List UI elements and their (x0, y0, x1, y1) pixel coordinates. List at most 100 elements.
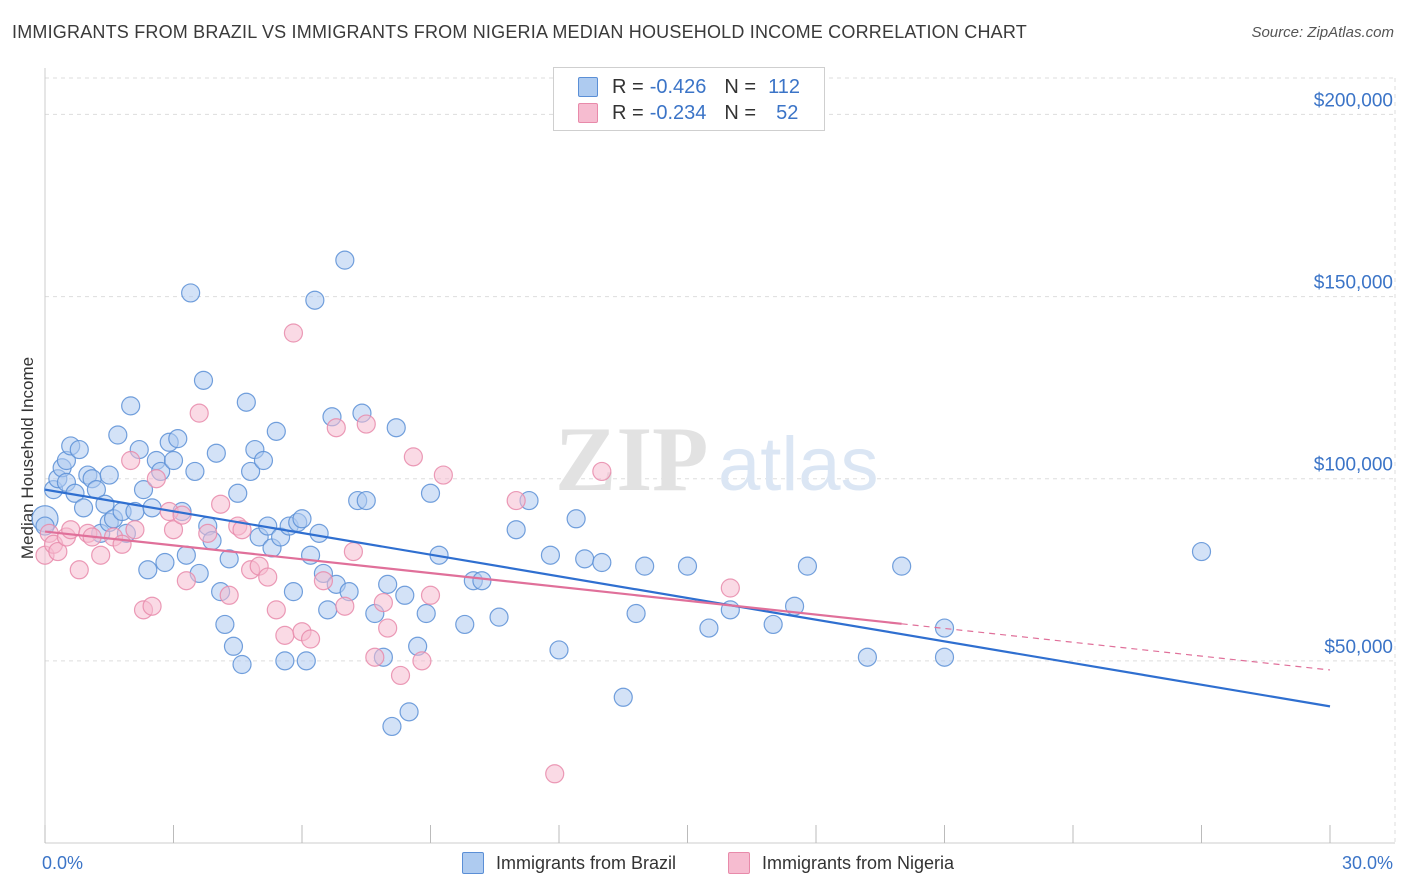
brazil-trend-line (44, 488, 1331, 708)
nigeria-trend-line (44, 530, 902, 625)
brazil-point (699, 618, 719, 638)
brazil-swatch (578, 77, 598, 97)
nigeria-point (403, 447, 423, 467)
nigeria-point (198, 523, 218, 543)
watermark-zip: ZIP (555, 408, 708, 510)
watermark-atlas: atlas (718, 422, 879, 507)
brazil-point (934, 647, 955, 667)
brazil-point (73, 498, 94, 518)
nigeria-point (91, 545, 111, 565)
nigeria-point (412, 651, 432, 671)
nigeria-point (356, 414, 376, 434)
brazil-point (472, 571, 492, 591)
brazil-point (455, 614, 475, 635)
nigeria-point (112, 534, 132, 554)
n-value: 112 (768, 75, 800, 98)
r-label: R = (612, 75, 644, 98)
nigeria-point (121, 450, 141, 471)
r-label: R = (612, 101, 644, 124)
nigeria-point (232, 520, 252, 540)
nigeria-point (48, 541, 68, 562)
brazil-point (934, 618, 955, 638)
nigeria-point (433, 465, 453, 485)
brazil-point (386, 418, 406, 438)
y-tick-label: $100,000 (1314, 455, 1393, 476)
brazil-point (292, 509, 312, 529)
legend-item-nigeria[interactable]: Immigrants from Nigeria (728, 852, 954, 874)
brazil-point (677, 556, 698, 576)
brazil-point (613, 687, 633, 707)
brazil-point (219, 549, 239, 569)
nigeria-point (365, 647, 385, 667)
brazil-point (309, 523, 329, 543)
brazil-point (420, 483, 441, 503)
nigeria-trend-extension (901, 623, 1331, 671)
brazil-point (296, 651, 316, 671)
brazil-point (335, 250, 355, 270)
n-value: 52 (776, 101, 799, 124)
brazil-point (181, 283, 201, 303)
brazil-point (206, 443, 226, 463)
brazil-point (566, 509, 586, 529)
brazil-point (232, 654, 252, 675)
n-label: N = (724, 101, 757, 124)
nigeria-point (592, 461, 612, 482)
brazil-point (489, 607, 509, 627)
legend-row-brazil: R = -0.426 N = 112 (578, 75, 800, 99)
nigeria-point (219, 585, 239, 605)
r-value: -0.426 (649, 75, 707, 98)
nigeria-point (378, 618, 398, 638)
y-tick-label: $150,000 (1314, 273, 1393, 294)
brazil-point (399, 702, 419, 722)
brazil-point (857, 647, 878, 667)
nigeria-point (69, 560, 89, 580)
nigeria-point (326, 418, 346, 438)
source-label: Source: ZipAtlas.com (1251, 24, 1394, 41)
brazil-point (138, 560, 158, 580)
legend-item-brazil[interactable]: Immigrants from Brazil (462, 852, 676, 874)
n-label: N = (724, 75, 757, 98)
brazil-point (318, 600, 338, 620)
nigeria-point (390, 665, 411, 686)
brazil-point (549, 640, 569, 660)
nigeria-point (146, 469, 166, 489)
nigeria-point (720, 578, 740, 598)
nigeria-point (142, 596, 162, 616)
nigeria-point (545, 764, 565, 784)
nigeria-point (125, 520, 145, 540)
brazil-swatch (462, 852, 484, 874)
brazil-point (540, 545, 561, 565)
r-value: -0.234 (649, 101, 707, 124)
brazil-point (155, 552, 175, 573)
brazil-point (275, 651, 295, 671)
nigeria-point (275, 625, 295, 645)
brazil-point (592, 552, 612, 573)
trend-lines (44, 488, 1331, 708)
brazil-point (228, 483, 248, 503)
brazil-point (121, 396, 141, 416)
y-tick-label: $200,000 (1314, 90, 1393, 111)
nigeria-swatch (578, 103, 598, 123)
brazil-point (395, 585, 415, 605)
chart-title: IMMIGRANTS FROM BRAZIL VS IMMIGRANTS FRO… (12, 22, 1027, 42)
brazil-point (797, 556, 818, 576)
brazil-point (626, 603, 646, 624)
data-points (31, 250, 1212, 784)
nigeria-point (258, 567, 278, 587)
brazil-point (215, 614, 235, 635)
brazil-point (763, 614, 783, 635)
watermark: ZIP atlas (555, 408, 879, 510)
tick-labels: $50,000 $100,000 $150,000 $200,000 0.0% 30.0% (42, 90, 1393, 873)
nigeria-point (300, 629, 321, 649)
nigeria-point (189, 403, 209, 423)
brazil-point (635, 556, 655, 576)
y-tick-label: $50,000 (1324, 637, 1393, 658)
legend-label-nigeria: Immigrants from Nigeria (762, 852, 955, 873)
nigeria-point (506, 490, 526, 511)
x-tick-label: 0.0% (42, 853, 83, 873)
nigeria-swatch (728, 852, 750, 874)
brazil-point (163, 450, 184, 471)
brazil-point (506, 520, 526, 540)
brazil-point (356, 490, 376, 511)
brazil-point (223, 636, 244, 656)
